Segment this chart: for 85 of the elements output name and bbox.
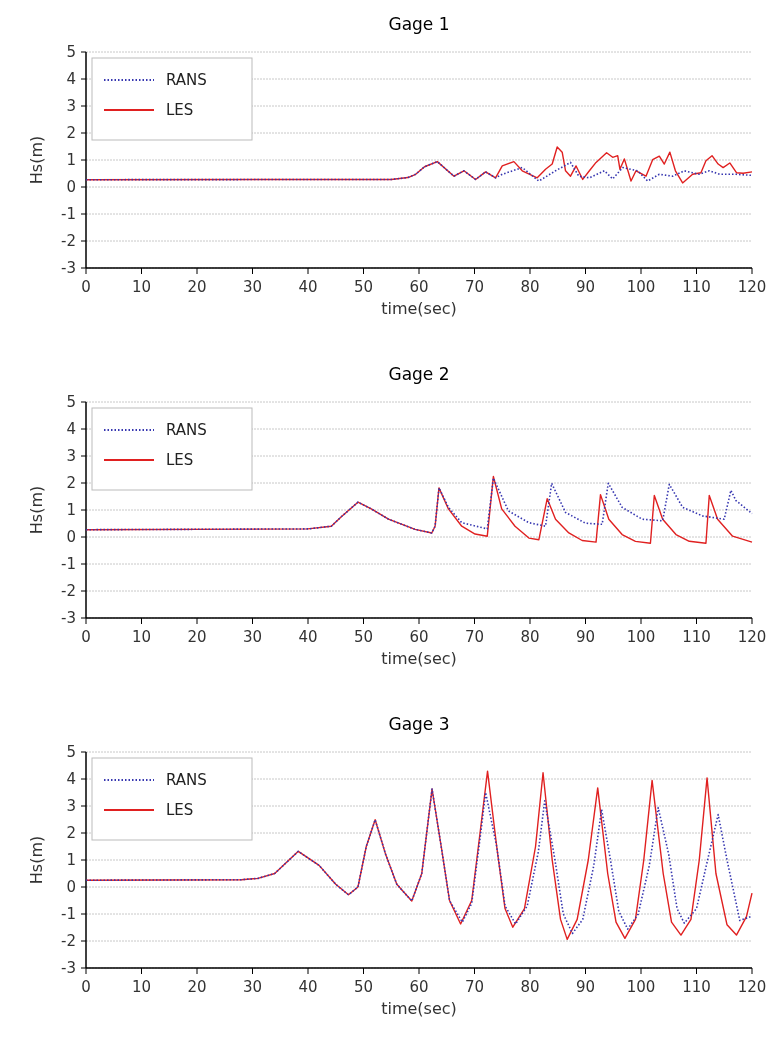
x-tick-label: 0: [81, 628, 91, 646]
x-tick-label: 110: [682, 628, 711, 646]
y-tick-label: 0: [66, 878, 76, 897]
y-tick-label: 4: [66, 70, 76, 89]
x-tick-label: 70: [464, 628, 485, 646]
x-tick-label: 0: [81, 278, 91, 296]
x-axis-title: time(sec): [381, 299, 457, 318]
legend-label: LES: [166, 451, 194, 470]
x-tick-label: 80: [520, 628, 540, 646]
x-axis-title: time(sec): [381, 999, 457, 1018]
y-tick-label: -2: [61, 932, 76, 951]
y-tick-label: -3: [61, 959, 76, 978]
x-tick-label: 110: [682, 978, 711, 996]
x-tick-label: 50: [353, 278, 374, 296]
x-tick-label: 110: [682, 278, 711, 296]
y-axis-title: Hs(m): [27, 485, 46, 535]
chart-title: Gage 1: [388, 14, 450, 34]
y-tick-label: 5: [66, 43, 76, 62]
x-tick-label: 60: [409, 978, 429, 996]
legend-label: RANS: [166, 421, 207, 440]
legend-label: LES: [166, 101, 194, 120]
x-tick-label: 30: [242, 978, 263, 996]
y-tick-label: -1: [61, 905, 76, 924]
x-tick-label: 20: [187, 978, 207, 996]
x-tick-label: 0: [81, 978, 91, 996]
line-series: [85, 160, 753, 182]
x-tick-label: 120: [737, 978, 767, 996]
y-tick-label: 1: [66, 151, 76, 170]
y-axis-title: Hs(m): [27, 135, 46, 185]
y-tick-label: -1: [61, 555, 76, 574]
y-tick-label: -3: [61, 259, 76, 278]
x-tick-label: 90: [575, 978, 596, 996]
y-tick-label: -1: [61, 205, 76, 224]
legend-label: RANS: [166, 71, 207, 90]
x-tick-label: 120: [737, 628, 767, 646]
x-tick-label: 100: [626, 978, 656, 996]
x-tick-label: 120: [737, 278, 767, 296]
y-tick-label: 4: [66, 770, 76, 789]
y-tick-label: 0: [66, 178, 76, 197]
y-tick-label: -2: [61, 232, 76, 251]
x-tick-label: 60: [409, 628, 429, 646]
x-tick-label: 90: [575, 628, 596, 646]
x-tick-label: 30: [242, 278, 263, 296]
y-tick-label: 1: [66, 501, 76, 520]
chart-title: Gage 3: [388, 714, 450, 734]
x-tick-label: 50: [353, 978, 374, 996]
y-tick-label: 5: [66, 743, 76, 762]
x-tick-label: 20: [187, 628, 207, 646]
x-tick-label: 100: [626, 628, 656, 646]
x-tick-label: 10: [131, 978, 152, 996]
x-tick-label: 70: [464, 978, 485, 996]
x-tick-label: 90: [575, 278, 596, 296]
x-tick-label: 20: [187, 278, 207, 296]
line-series: [85, 477, 753, 534]
y-tick-label: 3: [66, 97, 76, 116]
y-tick-label: 2: [66, 474, 76, 493]
x-tick-label: 60: [409, 278, 429, 296]
y-tick-label: 0: [66, 528, 76, 547]
y-tick-label: 2: [66, 824, 76, 843]
x-tick-label: 30: [242, 628, 263, 646]
x-tick-label: 10: [131, 628, 152, 646]
y-tick-label: 5: [66, 393, 76, 412]
y-tick-label: 3: [66, 797, 76, 816]
legend-label: LES: [166, 801, 194, 820]
x-tick-label: 70: [464, 278, 485, 296]
x-tick-label: 80: [520, 278, 540, 296]
line-series: [85, 146, 753, 184]
y-tick-label: 1: [66, 851, 76, 870]
y-axis-title: Hs(m): [27, 835, 46, 885]
y-tick-label: 2: [66, 124, 76, 143]
chart-title: Gage 2: [388, 364, 450, 384]
line-series: [85, 475, 753, 544]
y-tick-label: -3: [61, 609, 76, 628]
y-tick-label: 3: [66, 447, 76, 466]
y-tick-label: -2: [61, 582, 76, 601]
x-tick-label: 80: [520, 978, 540, 996]
x-tick-label: 40: [298, 278, 318, 296]
x-tick-label: 10: [131, 278, 152, 296]
legend-label: RANS: [166, 771, 207, 790]
x-tick-label: 40: [298, 628, 318, 646]
y-tick-label: 4: [66, 420, 76, 439]
x-tick-label: 100: [626, 278, 656, 296]
x-axis-title: time(sec): [381, 649, 457, 668]
x-tick-label: 50: [353, 628, 374, 646]
x-tick-label: 40: [298, 978, 318, 996]
